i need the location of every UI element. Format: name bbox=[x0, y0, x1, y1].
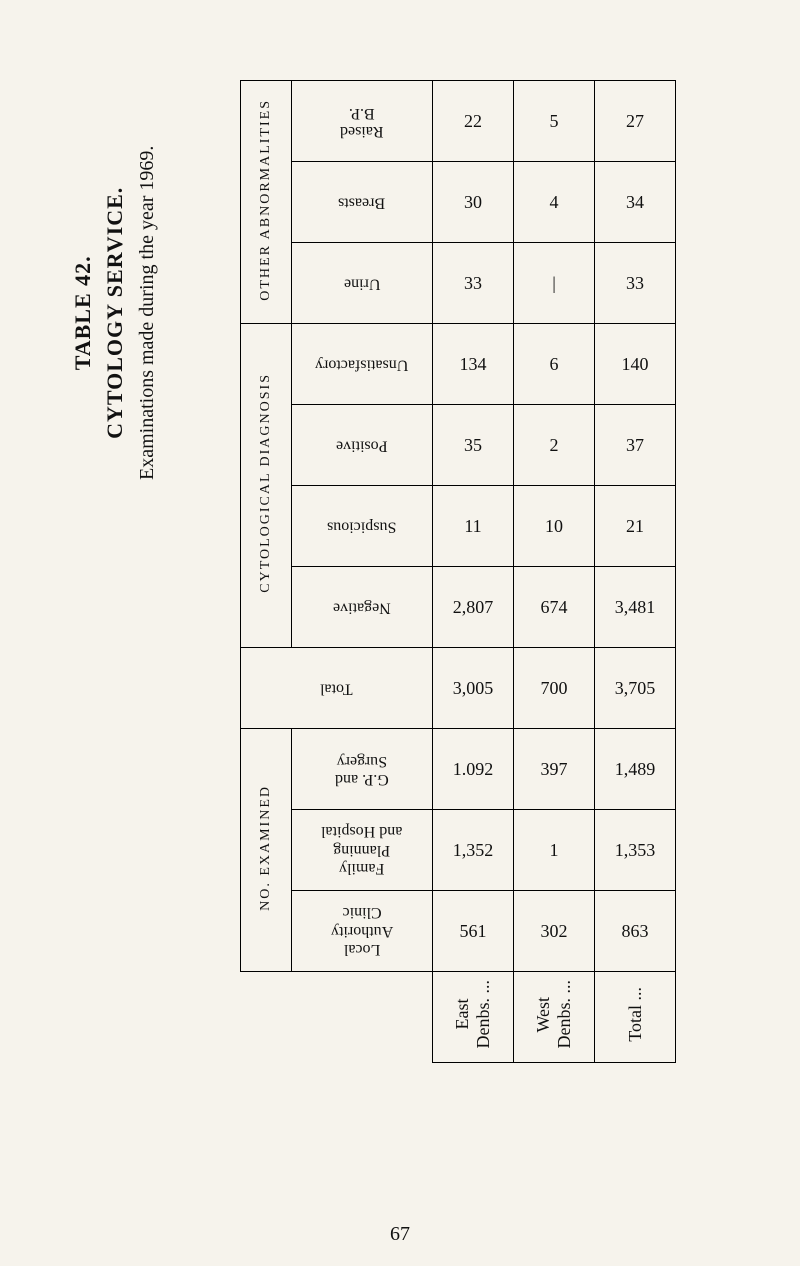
cell: 33 bbox=[595, 243, 676, 324]
row-header-breasts: Breasts bbox=[292, 162, 433, 243]
stub-total: Total ... bbox=[595, 972, 676, 1063]
cell: 1,352 bbox=[433, 810, 514, 891]
table-row: EastDenbs. ... WestDenbs. ... Total ... bbox=[241, 972, 676, 1063]
row-header-raised-bp: RaisedB.P. bbox=[292, 81, 433, 162]
cell: 37 bbox=[595, 405, 676, 486]
group-label: OTHER ABNORMALITIES bbox=[254, 89, 278, 311]
stub-east: EastDenbs. ... bbox=[433, 972, 514, 1063]
row-header-urine: Urine bbox=[292, 243, 433, 324]
row-header-local-authority-clinic: LocalAuthorityClinic bbox=[292, 891, 433, 972]
row-header-suspicious: Suspicious bbox=[292, 486, 433, 567]
row-header-negative: Negative bbox=[292, 567, 433, 648]
group-cytological-diagnosis: CYTOLOGICAL DIAGNOSIS bbox=[241, 324, 292, 648]
row-header-label: Unsatisfactory bbox=[311, 349, 412, 379]
cell: 1,353 bbox=[595, 810, 676, 891]
stub-label: Total ... bbox=[621, 979, 650, 1050]
cell: 35 bbox=[433, 405, 514, 486]
table-row: Positive 35 2 37 bbox=[241, 405, 676, 486]
cell: 302 bbox=[514, 891, 595, 972]
table-row: Suspicious 11 10 21 bbox=[241, 486, 676, 567]
row-header-label: Suspicious bbox=[323, 511, 400, 541]
cell: 561 bbox=[433, 891, 514, 972]
page-number: 67 bbox=[0, 1223, 800, 1246]
stub-label: EastDenbs. ... bbox=[448, 972, 498, 1057]
service-subtitle: Examinations made during the year 1969. bbox=[136, 146, 159, 480]
cell: 2,807 bbox=[433, 567, 514, 648]
cell: 5 bbox=[514, 81, 595, 162]
row-header-gp-surgery: G.P. andSurgery bbox=[292, 729, 433, 810]
row-header-label: Positive bbox=[332, 430, 392, 460]
cell: 2 bbox=[514, 405, 595, 486]
cytology-table: OTHER ABNORMALITIES RaisedB.P. 22 5 27 B… bbox=[240, 80, 676, 1063]
table-row: Negative 2,807 674 3,481 bbox=[241, 567, 676, 648]
group-no-examined: NO. EXAMINED bbox=[241, 729, 292, 972]
cell: 21 bbox=[595, 486, 676, 567]
row-header-label: Breasts bbox=[334, 187, 389, 217]
group-label: NO. EXAMINED bbox=[254, 775, 278, 921]
cell: 134 bbox=[433, 324, 514, 405]
row-header-total: Total bbox=[241, 648, 433, 729]
cell: 11 bbox=[433, 486, 514, 567]
row-header-label: LocalAuthorityClinic bbox=[327, 897, 397, 964]
service-title: CYTOLOGY SERVICE. bbox=[102, 146, 128, 480]
group-other-abnormalities: OTHER ABNORMALITIES bbox=[241, 81, 292, 324]
cell: 10 bbox=[514, 486, 595, 567]
table-row: Urine 33 | 33 bbox=[241, 243, 676, 324]
cell: 30 bbox=[433, 162, 514, 243]
cell: 700 bbox=[514, 648, 595, 729]
stub-blank bbox=[241, 972, 433, 1063]
group-label: CYTOLOGICAL DIAGNOSIS bbox=[254, 363, 278, 603]
cell: 27 bbox=[595, 81, 676, 162]
cell: 863 bbox=[595, 891, 676, 972]
cell: 397 bbox=[514, 729, 595, 810]
stub-west: WestDenbs. ... bbox=[514, 972, 595, 1063]
cell: 1,489 bbox=[595, 729, 676, 810]
row-header-label: RaisedB.P. bbox=[336, 97, 388, 146]
table-row: Total 3,005 700 3,705 bbox=[241, 648, 676, 729]
stub-label: WestDenbs. ... bbox=[529, 972, 579, 1057]
cell: 33 bbox=[433, 243, 514, 324]
table-row: LocalAuthorityClinic 561 302 863 bbox=[241, 891, 676, 972]
row-header-label: FamilyPlanningand Hospital bbox=[317, 816, 406, 883]
row-header-label: Total bbox=[316, 673, 357, 703]
cell: 3,705 bbox=[595, 648, 676, 729]
row-header-label: Negative bbox=[329, 592, 395, 622]
cell: 3,481 bbox=[595, 567, 676, 648]
row-header-positive: Positive bbox=[292, 405, 433, 486]
table-row: FamilyPlanningand Hospital 1,352 1 1,353 bbox=[241, 810, 676, 891]
row-header-label: G.P. andSurgery bbox=[331, 745, 393, 794]
cell: 4 bbox=[514, 162, 595, 243]
cell: 1 bbox=[514, 810, 595, 891]
cell: 6 bbox=[514, 324, 595, 405]
cell: | bbox=[514, 243, 595, 324]
table-titles-rotated: TABLE 42. CYTOLOGY SERVICE. Examinations… bbox=[70, 146, 159, 480]
row-header-label: Urine bbox=[340, 268, 384, 298]
table-row: Breasts 30 4 34 bbox=[241, 162, 676, 243]
table-row: OTHER ABNORMALITIES RaisedB.P. 22 5 27 bbox=[241, 81, 676, 162]
row-header-unsatisfactory: Unsatisfactory bbox=[292, 324, 433, 405]
table-row: NO. EXAMINED G.P. andSurgery 1.092 397 1… bbox=[241, 729, 676, 810]
cell: 34 bbox=[595, 162, 676, 243]
cell: 1.092 bbox=[433, 729, 514, 810]
table-row: CYTOLOGICAL DIAGNOSIS Unsatisfactory 134… bbox=[241, 324, 676, 405]
cell: 3,005 bbox=[433, 648, 514, 729]
cell: 22 bbox=[433, 81, 514, 162]
cell: 140 bbox=[595, 324, 676, 405]
cell: 674 bbox=[514, 567, 595, 648]
table-number: TABLE 42. bbox=[70, 146, 96, 480]
row-header-family-planning-hospital: FamilyPlanningand Hospital bbox=[292, 810, 433, 891]
